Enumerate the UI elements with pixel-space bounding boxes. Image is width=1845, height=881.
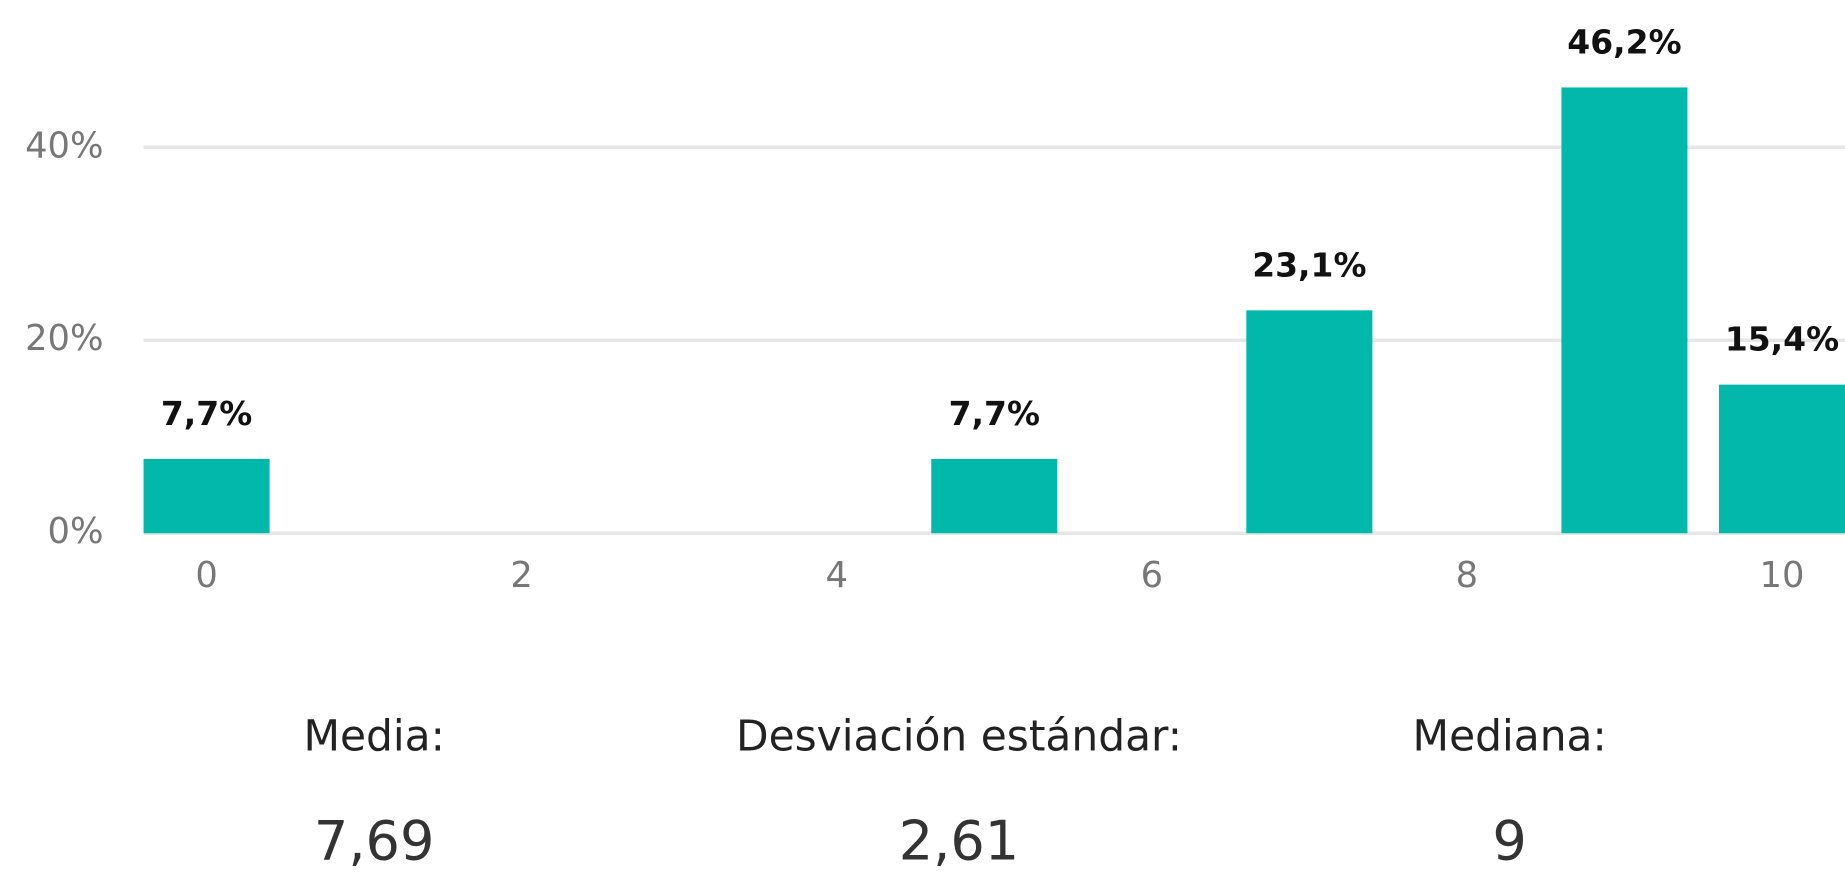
y-tick-label: 20% <box>25 318 103 359</box>
stat-label: Desviación estándar: <box>736 712 1182 761</box>
y-tick-label: 40% <box>25 125 103 166</box>
stat-value: 7,69 <box>314 810 434 873</box>
data-label: 23,1% <box>1252 245 1366 284</box>
data-label: 7,7% <box>949 394 1040 433</box>
x-tick-label: 2 <box>510 555 532 596</box>
bar <box>1246 310 1373 534</box>
y-tick-label: 0% <box>48 511 104 552</box>
bar <box>1561 87 1688 534</box>
x-tick-label: 8 <box>1456 555 1478 596</box>
stat-value: 9 <box>1492 810 1526 873</box>
stat-label: Media: <box>303 712 444 761</box>
bar <box>1718 384 1845 534</box>
stat-value: 2,61 <box>899 810 1019 873</box>
x-tick-label: 10 <box>1760 555 1805 596</box>
bar <box>931 458 1058 534</box>
x-tick-label: 4 <box>826 555 848 596</box>
bar <box>143 458 270 534</box>
x-tick-label: 0 <box>195 555 217 596</box>
data-label: 46,2% <box>1567 22 1681 61</box>
data-label: 7,7% <box>161 394 252 433</box>
stat-label: Mediana: <box>1413 712 1607 761</box>
data-label: 15,4% <box>1725 320 1839 359</box>
x-tick-label: 6 <box>1141 555 1163 596</box>
